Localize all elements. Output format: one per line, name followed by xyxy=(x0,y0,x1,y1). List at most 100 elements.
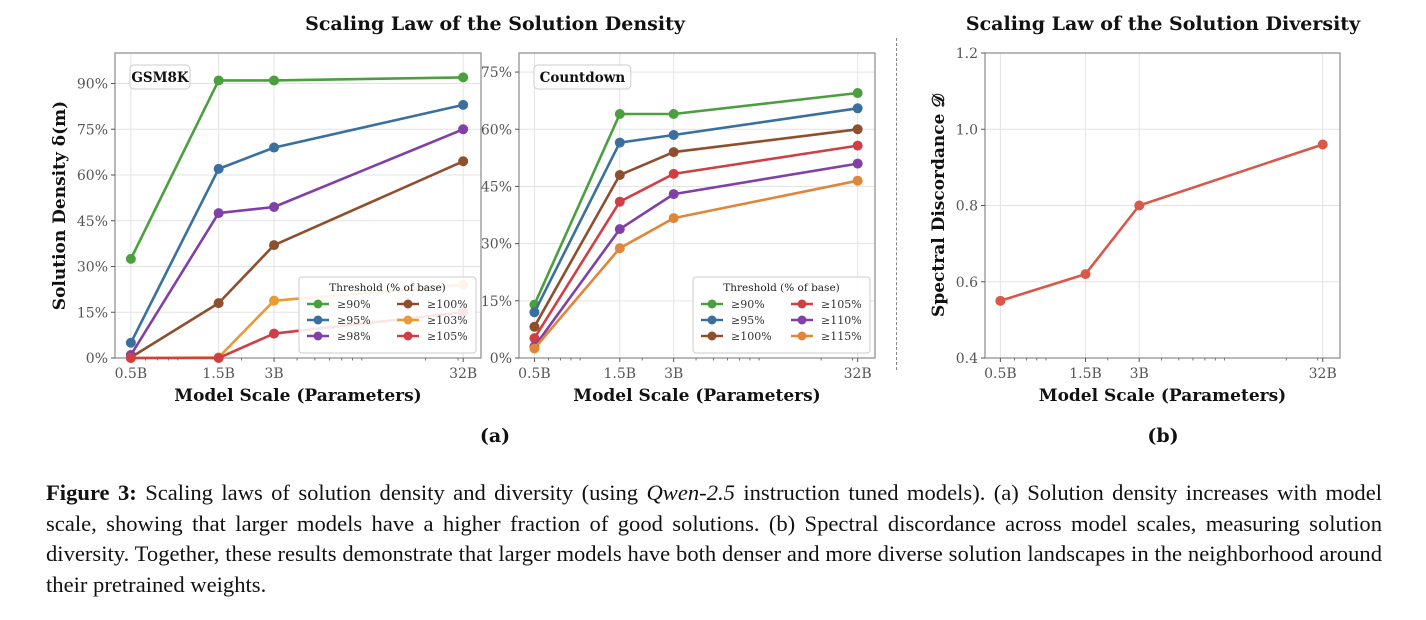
x-axis-label: Model Scale (Parameters) xyxy=(1039,386,1286,406)
legend-swatch-marker xyxy=(403,315,413,325)
series-line-0 xyxy=(129,76,464,260)
dataset-badge xyxy=(129,64,191,90)
data-point xyxy=(213,353,224,363)
y-tick-label: 45% xyxy=(77,214,108,230)
data-point xyxy=(852,140,863,151)
series-line-1 xyxy=(129,103,464,344)
x-tick-label: 0.5B xyxy=(984,366,1017,382)
y-tick-label: 0% xyxy=(86,351,108,367)
data-point xyxy=(458,72,469,83)
data-point xyxy=(995,295,1006,306)
series-line-2 xyxy=(533,128,858,328)
y-tick-label: 0.8 xyxy=(956,199,978,215)
legend-entry: ≥105% xyxy=(427,330,468,343)
data-point xyxy=(125,253,136,264)
legend-entry: ≥95% xyxy=(731,314,765,327)
data-point xyxy=(213,75,224,86)
plot-frame xyxy=(518,52,876,359)
dataset-badge xyxy=(533,64,632,90)
data-point xyxy=(1317,139,1328,150)
legend-swatch-marker xyxy=(797,299,807,309)
y-tick-label: 15% xyxy=(481,294,512,310)
y-tick-label: 0.4 xyxy=(956,351,978,367)
y-tick-label: 30% xyxy=(77,260,108,276)
legend-entry: ≥90% xyxy=(731,298,765,311)
y-tick-label: 90% xyxy=(77,77,108,93)
data-point xyxy=(668,147,679,158)
panel-a-label: (a) xyxy=(480,425,510,447)
data-point xyxy=(458,156,469,167)
data-point xyxy=(269,240,280,251)
series-line-1 xyxy=(533,107,858,313)
legend-title: Threshold (% of base) xyxy=(329,282,446,294)
legend-swatch-marker xyxy=(707,299,717,309)
panel-a-title: Scaling Law of the Solution Density xyxy=(305,13,686,35)
legend-entry: ≥110% xyxy=(821,314,862,327)
series-line-4 xyxy=(533,162,858,348)
legend-swatch-marker xyxy=(403,299,413,309)
x-axis-label: Model Scale (Parameters) xyxy=(174,386,421,406)
caption-label: Figure 3: xyxy=(46,480,137,505)
dataset-title: GSM8K xyxy=(131,70,190,86)
plot-frame xyxy=(114,52,482,359)
x-tick-label: 32B xyxy=(1309,366,1337,382)
x-axis-label: Model Scale (Parameters) xyxy=(573,386,820,406)
data-point xyxy=(213,208,224,219)
data-point xyxy=(614,109,625,119)
legend-swatch-marker xyxy=(797,331,807,341)
data-point xyxy=(668,129,679,140)
legend-entry: ≥115% xyxy=(821,330,862,343)
y-tick-label: 15% xyxy=(77,305,108,321)
series-line-5 xyxy=(533,179,858,350)
series-line-0 xyxy=(533,91,858,306)
data-point xyxy=(269,295,280,306)
data-point xyxy=(529,321,540,332)
x-tick-label: 3B xyxy=(264,366,283,382)
data-point xyxy=(269,202,280,213)
legend-swatch-marker xyxy=(313,315,323,325)
legend-entry: ≥98% xyxy=(337,330,371,343)
y-axis-label: Spectral Discordance 𝒟 xyxy=(929,94,949,317)
series-line-3 xyxy=(130,160,464,359)
data-point xyxy=(852,175,863,186)
legend-entry: ≥103% xyxy=(427,314,468,327)
figure-canvas: Scaling Law of the Solution Density Scal… xyxy=(50,13,1361,447)
data-point xyxy=(269,142,280,153)
data-point xyxy=(529,307,540,318)
y-tick-label: 60% xyxy=(77,168,108,184)
data-point xyxy=(125,337,136,348)
data-point xyxy=(852,88,863,99)
x-tick-label: 32B xyxy=(844,366,872,382)
y-tick-label: 30% xyxy=(481,237,512,253)
legend-swatch-marker xyxy=(707,331,717,341)
legend-entry: ≥105% xyxy=(821,298,862,311)
legend-box xyxy=(692,276,871,354)
data-point xyxy=(458,124,469,135)
countdown-plot: 0% 15% 30% 45% 60% 75% 0.5B 1.5B 3B 32B Model Scal… xyxy=(481,52,876,406)
y-tick-label: 75% xyxy=(77,122,108,138)
data-point xyxy=(529,343,540,354)
x-tick-label: 1.5B xyxy=(1069,366,1102,382)
data-point xyxy=(1080,269,1091,280)
data-point xyxy=(852,124,863,135)
y-axis-label: Solution Density δ(m) xyxy=(50,101,70,310)
data-point xyxy=(213,163,224,174)
data-point xyxy=(852,103,863,114)
legend-swatch-marker xyxy=(313,299,323,309)
caption-text-1: Scaling laws of solution density and div… xyxy=(145,480,647,505)
data-point xyxy=(668,213,679,224)
legend-box xyxy=(298,276,477,354)
series-line-0 xyxy=(1000,143,1324,303)
dataset-title: Countdown xyxy=(540,70,626,86)
diversity-plot: 0.4 0.6 0.8 1.0 1.2 0.5B 1.5B 3B 32B Model Scale … xyxy=(929,46,1341,406)
data-point xyxy=(269,328,280,339)
legend-title: Threshold (% of base) xyxy=(723,282,840,294)
y-tick-label: 60% xyxy=(481,122,512,138)
panel-b-label: (b) xyxy=(1147,425,1178,447)
data-point xyxy=(614,196,625,207)
data-point xyxy=(668,189,679,200)
data-point xyxy=(614,243,625,254)
y-tick-label: 1.0 xyxy=(956,122,978,138)
series-line-3 xyxy=(533,144,858,339)
y-tick-label: 75% xyxy=(481,65,512,81)
